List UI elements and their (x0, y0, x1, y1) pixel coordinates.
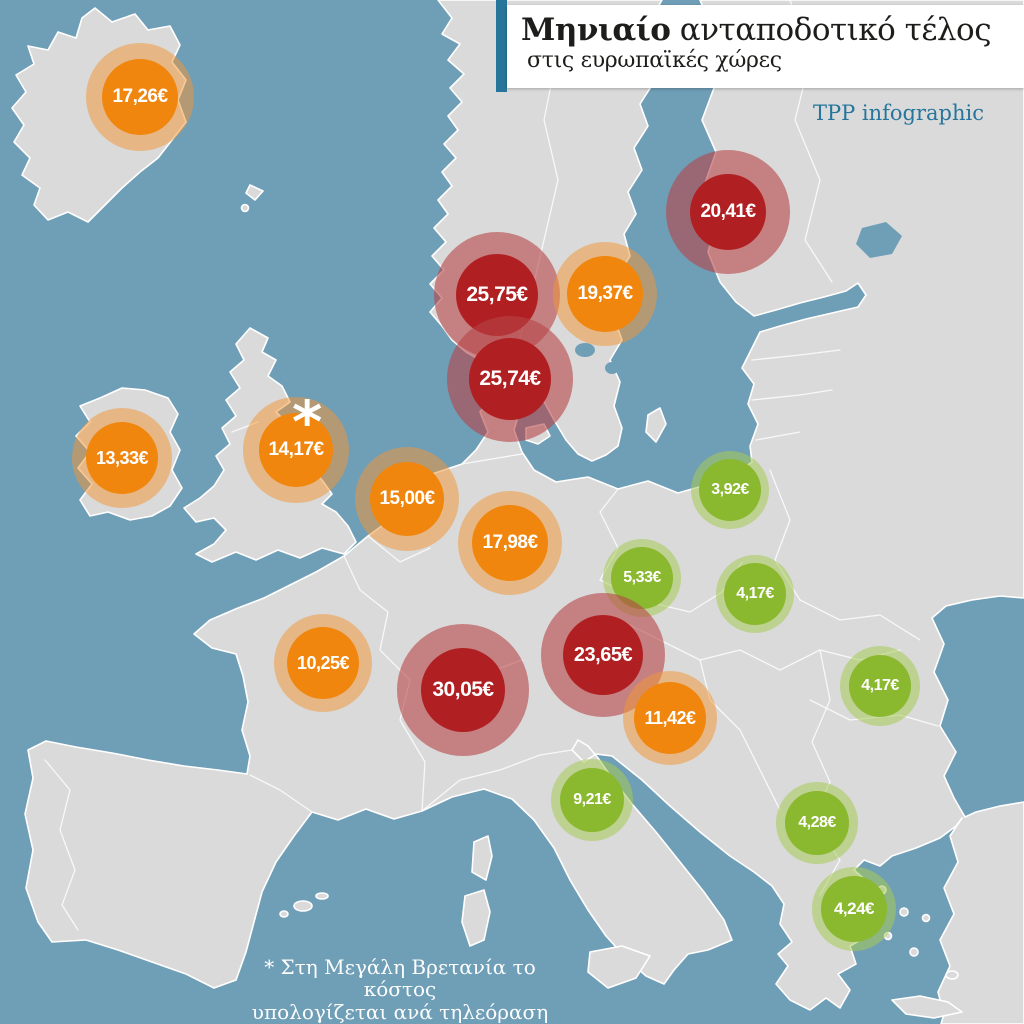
bubble-value-label: 23,65€ (573, 643, 633, 666)
bubble-circle: 17,26€ (102, 59, 178, 135)
bubble-value-label: 19,37€ (577, 283, 633, 304)
bubble-value-label: 25,75€ (466, 283, 528, 306)
bubble-circle: 20,41€ (690, 174, 766, 250)
bubble-value-label: 13,33€ (95, 447, 149, 468)
bubble-value-label: 4,17€ (736, 585, 774, 602)
island-ibiza (279, 910, 289, 918)
bubble-value-label: 4,24€ (833, 899, 875, 918)
bubble-circle: 4,24€ (821, 876, 887, 942)
island-sardinia (461, 889, 491, 947)
island-rhodes (945, 970, 959, 980)
island-mallorca (293, 900, 313, 912)
bubble-circle: 10,25€ (287, 627, 359, 699)
island-crete (891, 995, 963, 1019)
island-menorca (315, 892, 329, 900)
bubble-value-label: 5,33€ (623, 569, 661, 586)
bubble-value-label: 17,98€ (482, 532, 538, 553)
infographic-title: Μηνιαίο ανταποδοτικό τέλος (521, 13, 1024, 47)
bubble-circle: 15,00€ (370, 462, 444, 536)
bubble-value-label: 11,42€ (644, 707, 696, 728)
title-panel: Μηνιαίο ανταποδοτικό τέλος στις ευρωπαϊκ… (507, 5, 1024, 88)
bubble-value-label: 30,05€ (432, 678, 494, 701)
title-accent-bar (496, 0, 507, 92)
bubble-value-label: 25,74€ (479, 367, 541, 390)
bubble-circle: 11,42€ (634, 682, 706, 754)
lake-vattern (605, 362, 619, 374)
bubble-circle: 4,17€ (724, 563, 786, 625)
island-gotland (645, 407, 667, 443)
bubble-circle: 3,92€ (699, 459, 761, 521)
bubble-value-label: 20,41€ (700, 201, 756, 222)
title-rest: ανταποδοτικό τέλος (670, 12, 992, 48)
island-corsica (471, 835, 493, 881)
bubble-value-label: 17,26€ (112, 86, 168, 107)
bubble-value-label: 4,17€ (861, 677, 899, 694)
infographic-subtitle: στις ευρωπαϊκές χώρες (527, 48, 782, 74)
island-aegean-2 (899, 907, 909, 917)
island-faroes (245, 184, 264, 201)
asterisk-mark: * (292, 388, 323, 456)
lake-ladoga (856, 222, 902, 258)
island-sicily (587, 945, 651, 989)
island-aegean-4 (909, 947, 919, 957)
bubble-value-label: 15,00€ (379, 488, 435, 509)
island-aegean-5 (921, 913, 931, 923)
title-emphasis: Μηνιαίο (521, 12, 671, 48)
bubble-circle: 17,98€ (472, 505, 548, 581)
bubble-circle: 19,37€ (567, 256, 643, 332)
bubble-value-label: 10,25€ (296, 652, 350, 673)
credit-text: TPP infographic (812, 101, 984, 125)
island-faroes-small (240, 203, 250, 213)
bubble-value-label: 4,28€ (798, 814, 836, 831)
bubble-circle: 9,21€ (560, 768, 624, 832)
bubble-value-label: 3,92€ (711, 481, 749, 498)
bubble-value-label: 9,21€ (573, 791, 611, 808)
footnote-line-1: * Στη Μεγάλη Βρετανία το κόστος (264, 955, 536, 1002)
bubble-value-label: 14,17€ (268, 439, 324, 460)
bubble-circle: 30,05€ (421, 648, 505, 732)
bubble-circle: 4,17€ (849, 655, 911, 717)
bubble-circle: 14,17€ (259, 413, 333, 487)
bubble-circle: 25,74€ (469, 338, 551, 420)
bubble-circle: 23,65€ (563, 615, 643, 695)
bubble-circle: 13,33€ (86, 422, 158, 494)
footnote-line-2: υπολογίζεται ανά τηλεόραση (251, 999, 549, 1024)
bubble-circle: 4,28€ (785, 791, 849, 855)
lake-vanern (575, 343, 595, 357)
footnote: * Στη Μεγάλη Βρετανία το κόστος υπολογίζ… (235, 956, 565, 1023)
